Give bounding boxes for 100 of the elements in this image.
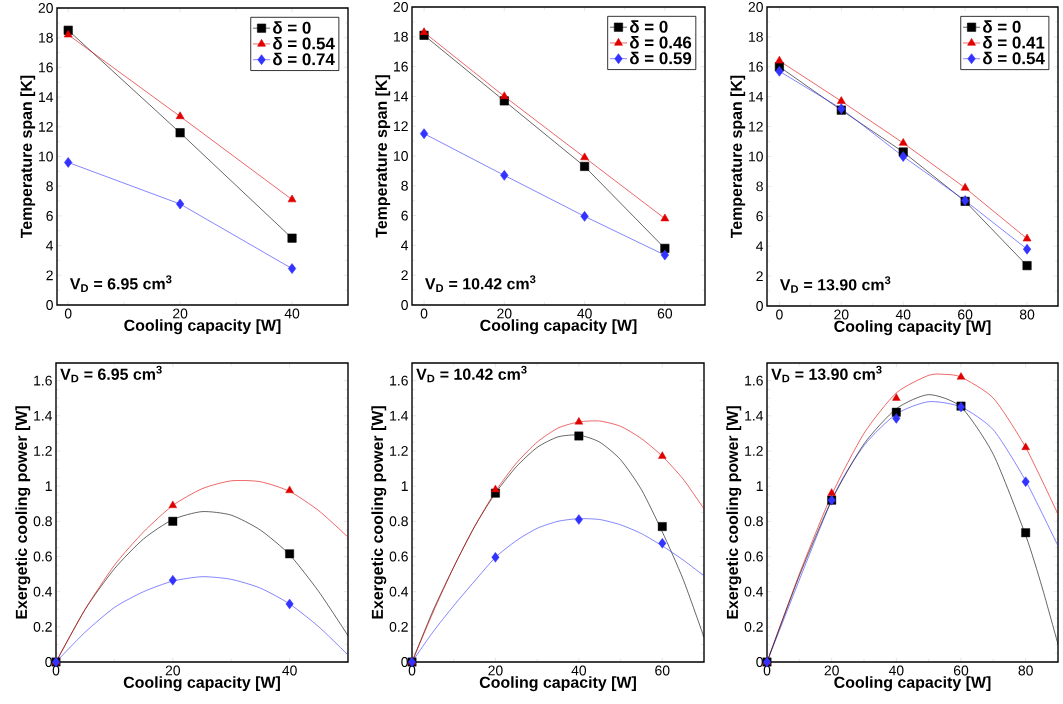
- y-axis-title: Temperature span [K]: [375, 75, 391, 238]
- x-tick-label: 0: [408, 665, 416, 676]
- x-tick-label: 0: [763, 665, 771, 676]
- y-tick-label: 0.8: [389, 516, 408, 527]
- y-tick-label: 1.2: [390, 446, 408, 456]
- y-tick-label: 1.4: [745, 410, 764, 421]
- y-tick-label: 8: [401, 180, 408, 191]
- x-axis-title: Cooling capacity [W]: [123, 676, 280, 692]
- annotation: V$_{D}$ = 10.42 cm$^{3}$: [416, 365, 527, 383]
- y-tick-label: 18: [749, 31, 763, 42]
- x-tick-label: 60: [953, 665, 969, 676]
- y-tick-label: 4: [46, 240, 54, 251]
- x-tick-label: 60: [958, 309, 973, 320]
- x-tick-label: 20: [824, 665, 839, 676]
- x-tick-label: 0: [420, 308, 428, 319]
- y-tick-label: 4: [756, 241, 764, 251]
- x-tick-label: 20: [834, 309, 849, 320]
- y-tick-label: 14: [749, 91, 764, 102]
- legend-label: δ = 0.41: [983, 36, 1045, 49]
- y-tick-label: 16: [39, 62, 53, 73]
- y-tick-label: 0.8: [33, 516, 52, 527]
- x-tick-label: 60: [655, 665, 670, 676]
- y-tick-label: 14: [39, 92, 54, 102]
- x-tick-label: 60: [657, 308, 673, 319]
- y-tick-label: 16: [749, 61, 763, 72]
- annotation: V$_{D}$ = 10.42 cm$^{3}$: [425, 275, 536, 292]
- legend-label: δ = 0.59: [630, 51, 692, 65]
- x-tick-label: 20: [488, 665, 503, 676]
- y-tick-label: 1.2: [34, 446, 52, 456]
- y-tick-label: 2: [401, 270, 408, 281]
- y-tick-label: 1.4: [390, 410, 409, 421]
- x-tick-label: 20: [165, 665, 181, 676]
- y-tick-label: 14: [394, 91, 409, 102]
- y-tick-label: 0.6: [389, 551, 408, 562]
- legend-label: δ = 0.54: [983, 51, 1045, 65]
- x-tick-label: 80: [1019, 309, 1035, 320]
- y-tick-label: 20: [38, 3, 53, 13]
- y-tick-label: 12: [749, 121, 763, 132]
- y-tick-label: 0.2: [744, 621, 763, 632]
- y-tick-label: 0.4: [33, 586, 53, 597]
- y-axis-title: Temperature span [K]: [730, 75, 746, 239]
- y-tick-label: 10: [749, 151, 763, 162]
- y-tick-label: 0.6: [33, 551, 52, 562]
- legend-label: δ = 0.74: [273, 52, 335, 66]
- x-tick-label: 40: [282, 665, 297, 676]
- y-tick-label: 6: [401, 210, 408, 221]
- x-tick-label: 0: [64, 308, 72, 319]
- y-tick-label: 0: [401, 657, 408, 667]
- legend-label: δ = 0: [983, 20, 1021, 33]
- y-tick-label: 1.6: [34, 375, 52, 386]
- y-tick-label: 0: [756, 657, 763, 667]
- y-tick-label: 0.6: [744, 551, 763, 562]
- y-tick-label: 18: [39, 32, 53, 43]
- y-tick-label: 2: [756, 271, 763, 281]
- y-tick-label: 0: [45, 657, 52, 667]
- x-tick-label: 40: [888, 665, 904, 676]
- x-tick-label: 40: [284, 308, 300, 319]
- y-tick-label: 4: [401, 240, 409, 251]
- annotation: V$_{D}$ = 13.90 cm$^{3}$: [779, 276, 891, 293]
- x-tick-label: 40: [895, 309, 911, 320]
- y-tick-label: 0.4: [744, 586, 764, 597]
- y-tick-label: 0: [401, 300, 408, 310]
- y-tick-label: 12: [39, 121, 53, 132]
- y-tick-label: 0.2: [33, 621, 52, 632]
- y-axis-title: Exergetic cooling power [W]: [726, 406, 742, 619]
- annotation: V$_{D}$ = 13.90 cm$^{3}$: [771, 365, 882, 383]
- legend-label: δ = 0.54: [273, 37, 335, 50]
- x-tick-label: 0: [776, 309, 783, 320]
- y-tick-label: 20: [393, 2, 408, 12]
- y-tick-label: 18: [394, 31, 408, 42]
- y-tick-label: 0.4: [389, 586, 409, 597]
- x-tick-label: 80: [1018, 665, 1033, 676]
- y-tick-label: 0: [46, 300, 53, 310]
- y-tick-label: 2: [46, 270, 53, 281]
- x-axis-title: Cooling capacity [W]: [834, 676, 991, 692]
- legend-label: δ = 0: [273, 21, 311, 34]
- y-axis-title: Exergetic cooling power [W]: [371, 406, 387, 619]
- legend-label: δ = 0.46: [630, 36, 692, 49]
- x-tick-label: 20: [173, 308, 188, 319]
- y-tick-label: 1.6: [390, 375, 408, 386]
- x-tick-label: 20: [497, 308, 512, 319]
- y-tick-label: 8: [756, 181, 763, 192]
- y-tick-label: 1: [401, 481, 408, 491]
- annotation: V$_{D}$ = 6.95 cm$^{3}$: [69, 275, 172, 292]
- x-tick-label: 40: [577, 308, 592, 319]
- y-tick-label: 12: [394, 121, 408, 132]
- x-tick-label: 40: [571, 665, 587, 676]
- annotation: V$_{D}$ = 6.95 cm$^{3}$: [60, 365, 162, 383]
- y-axis-title: Temperature span [K]: [20, 75, 36, 239]
- x-axis-title: Cooling capacity [W]: [124, 319, 281, 335]
- y-tick-label: 16: [394, 61, 408, 72]
- y-tick-label: 1.4: [34, 410, 53, 421]
- y-axis-title: Exergetic cooling power [W]: [15, 406, 31, 619]
- legend-label: δ = 0: [630, 20, 668, 33]
- x-axis-title: Cooling capacity [W]: [834, 320, 991, 336]
- x-axis-title: Cooling capacity [W]: [479, 676, 636, 692]
- y-tick-label: 6: [46, 210, 53, 221]
- y-tick-label: 6: [756, 211, 763, 222]
- y-tick-label: 10: [394, 151, 408, 161]
- y-tick-label: 0.2: [389, 621, 408, 632]
